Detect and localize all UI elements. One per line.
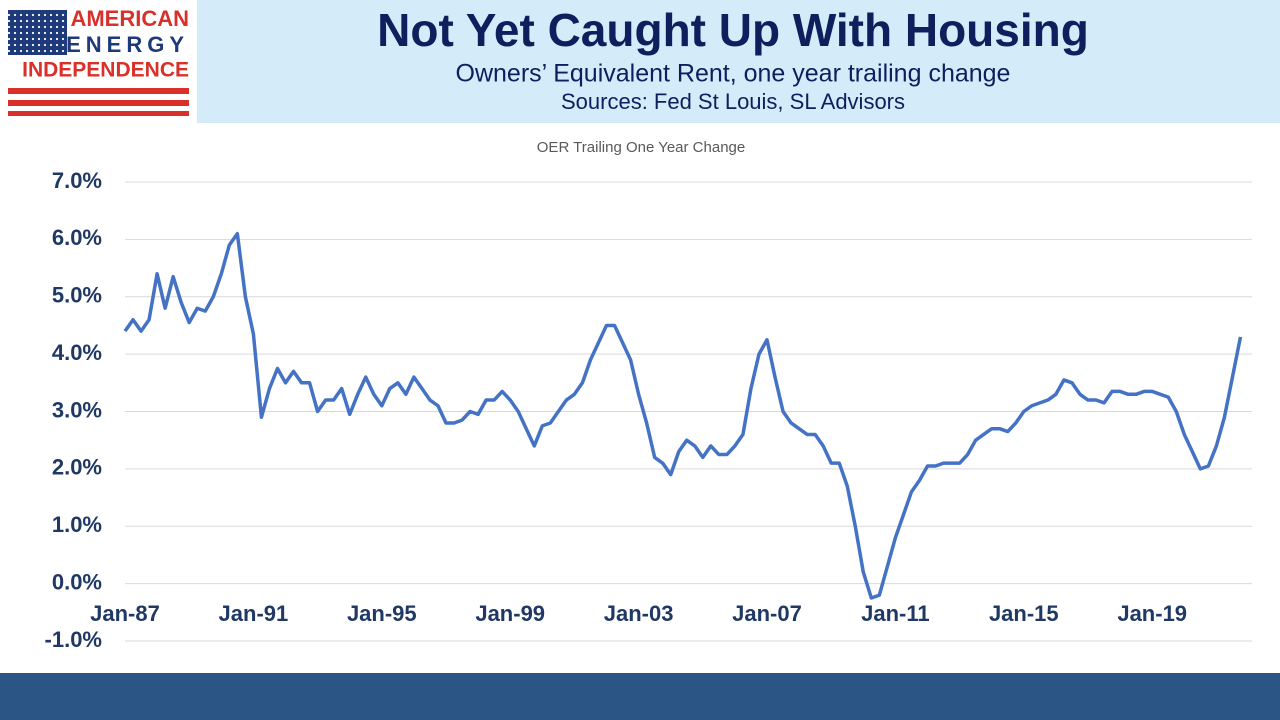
logo-line: INDEPENDENCE	[22, 59, 189, 82]
x-tick-label: Jan-07	[732, 601, 802, 626]
stripe	[8, 88, 189, 94]
y-tick-label: 2.0%	[52, 455, 102, 480]
x-tick-label: Jan-87	[90, 601, 160, 626]
chart-title: OER Trailing One Year Change	[537, 139, 745, 156]
x-tick-label: Jan-19	[1117, 601, 1187, 626]
y-tick-label: 4.0%	[52, 340, 102, 365]
sources: Sources: Fed St Louis, SL Advisors	[561, 89, 905, 114]
y-tick-label: 7.0%	[52, 168, 102, 193]
y-tick-label: 3.0%	[52, 397, 102, 422]
y-tick-label: 0.0%	[52, 569, 102, 594]
logo-line: ENERGY	[66, 32, 189, 57]
y-tick-label: 5.0%	[52, 283, 102, 308]
stripe	[8, 111, 189, 116]
header-band	[197, 0, 1280, 123]
stripe	[8, 100, 189, 106]
footer-band	[0, 673, 1280, 720]
y-tick-label: 6.0%	[52, 225, 102, 250]
subtitle: Owners’ Equivalent Rent, one year traili…	[456, 60, 1011, 88]
y-tick-label: -1.0%	[45, 627, 102, 652]
x-tick-label: Jan-15	[989, 601, 1059, 626]
x-tick-label: Jan-91	[219, 601, 289, 626]
x-tick-label: Jan-11	[861, 601, 930, 626]
x-tick-label: Jan-95	[347, 601, 417, 626]
line-series	[123, 231, 1243, 600]
x-tick-label: Jan-03	[604, 601, 674, 626]
logo-line: AMERICAN	[70, 6, 189, 31]
y-tick-label: 1.0%	[52, 512, 102, 537]
flag-stars	[8, 10, 67, 55]
title: Not Yet Caught Up With Housing	[377, 4, 1089, 56]
x-tick-label: Jan-99	[475, 601, 545, 626]
logo: AMERICAN ENERGY INDEPENDENCE	[8, 6, 189, 116]
